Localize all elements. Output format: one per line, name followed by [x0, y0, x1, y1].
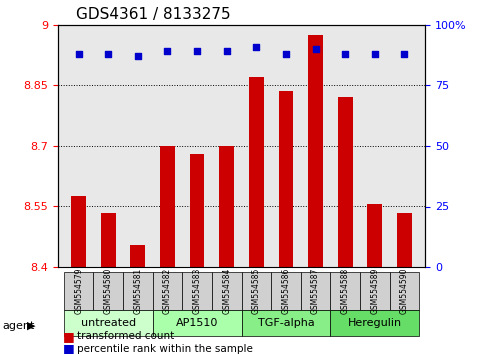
- Point: [253, 44, 260, 50]
- FancyBboxPatch shape: [360, 272, 389, 310]
- Text: GSM554580: GSM554580: [104, 268, 113, 314]
- Text: agent: agent: [2, 321, 35, 331]
- FancyBboxPatch shape: [242, 310, 330, 336]
- FancyBboxPatch shape: [153, 272, 182, 310]
- FancyBboxPatch shape: [212, 272, 242, 310]
- FancyBboxPatch shape: [94, 272, 123, 310]
- Point: [282, 51, 290, 57]
- Bar: [71, 196, 86, 267]
- FancyBboxPatch shape: [182, 272, 212, 310]
- Text: GSM554579: GSM554579: [74, 268, 83, 314]
- Point: [223, 48, 230, 54]
- Text: untreated: untreated: [81, 318, 136, 328]
- Text: GSM554583: GSM554583: [193, 268, 201, 314]
- Point: [341, 51, 349, 57]
- Point: [75, 51, 83, 57]
- FancyBboxPatch shape: [330, 310, 419, 336]
- Point: [371, 51, 379, 57]
- FancyBboxPatch shape: [64, 272, 94, 310]
- FancyBboxPatch shape: [330, 272, 360, 310]
- Point: [104, 51, 112, 57]
- Bar: [397, 212, 412, 267]
- Text: GSM554586: GSM554586: [282, 268, 290, 314]
- Text: GSM554585: GSM554585: [252, 268, 261, 314]
- Text: transformed count: transformed count: [77, 331, 174, 341]
- Bar: [190, 154, 204, 267]
- Text: percentile rank within the sample: percentile rank within the sample: [77, 344, 253, 354]
- Bar: [338, 97, 353, 267]
- Text: GSM554588: GSM554588: [341, 268, 350, 314]
- Text: GSM554589: GSM554589: [370, 268, 379, 314]
- Bar: [219, 146, 234, 267]
- Bar: [160, 146, 175, 267]
- Bar: [101, 212, 116, 267]
- FancyBboxPatch shape: [389, 272, 419, 310]
- Point: [164, 48, 171, 54]
- Bar: [249, 77, 264, 267]
- Text: GSM554582: GSM554582: [163, 268, 172, 314]
- Point: [312, 46, 319, 52]
- Bar: [308, 35, 323, 267]
- Text: ▶: ▶: [27, 321, 35, 331]
- Bar: [130, 245, 145, 267]
- Text: GSM554587: GSM554587: [311, 268, 320, 314]
- Text: GSM554581: GSM554581: [133, 268, 142, 314]
- Text: TGF-alpha: TGF-alpha: [257, 318, 314, 328]
- FancyBboxPatch shape: [64, 310, 153, 336]
- Text: AP1510: AP1510: [176, 318, 218, 328]
- Text: ■: ■: [63, 330, 74, 343]
- FancyBboxPatch shape: [242, 272, 271, 310]
- FancyBboxPatch shape: [153, 310, 242, 336]
- Text: ■: ■: [63, 342, 74, 354]
- FancyBboxPatch shape: [271, 272, 301, 310]
- Text: GSM554590: GSM554590: [400, 268, 409, 314]
- Point: [193, 48, 201, 54]
- Bar: [279, 91, 293, 267]
- Point: [134, 53, 142, 59]
- FancyBboxPatch shape: [301, 272, 330, 310]
- Point: [400, 51, 408, 57]
- Text: Heregulin: Heregulin: [348, 318, 402, 328]
- Bar: [367, 205, 382, 267]
- FancyBboxPatch shape: [123, 272, 153, 310]
- Text: GSM554584: GSM554584: [222, 268, 231, 314]
- Text: GDS4361 / 8133275: GDS4361 / 8133275: [76, 7, 231, 22]
